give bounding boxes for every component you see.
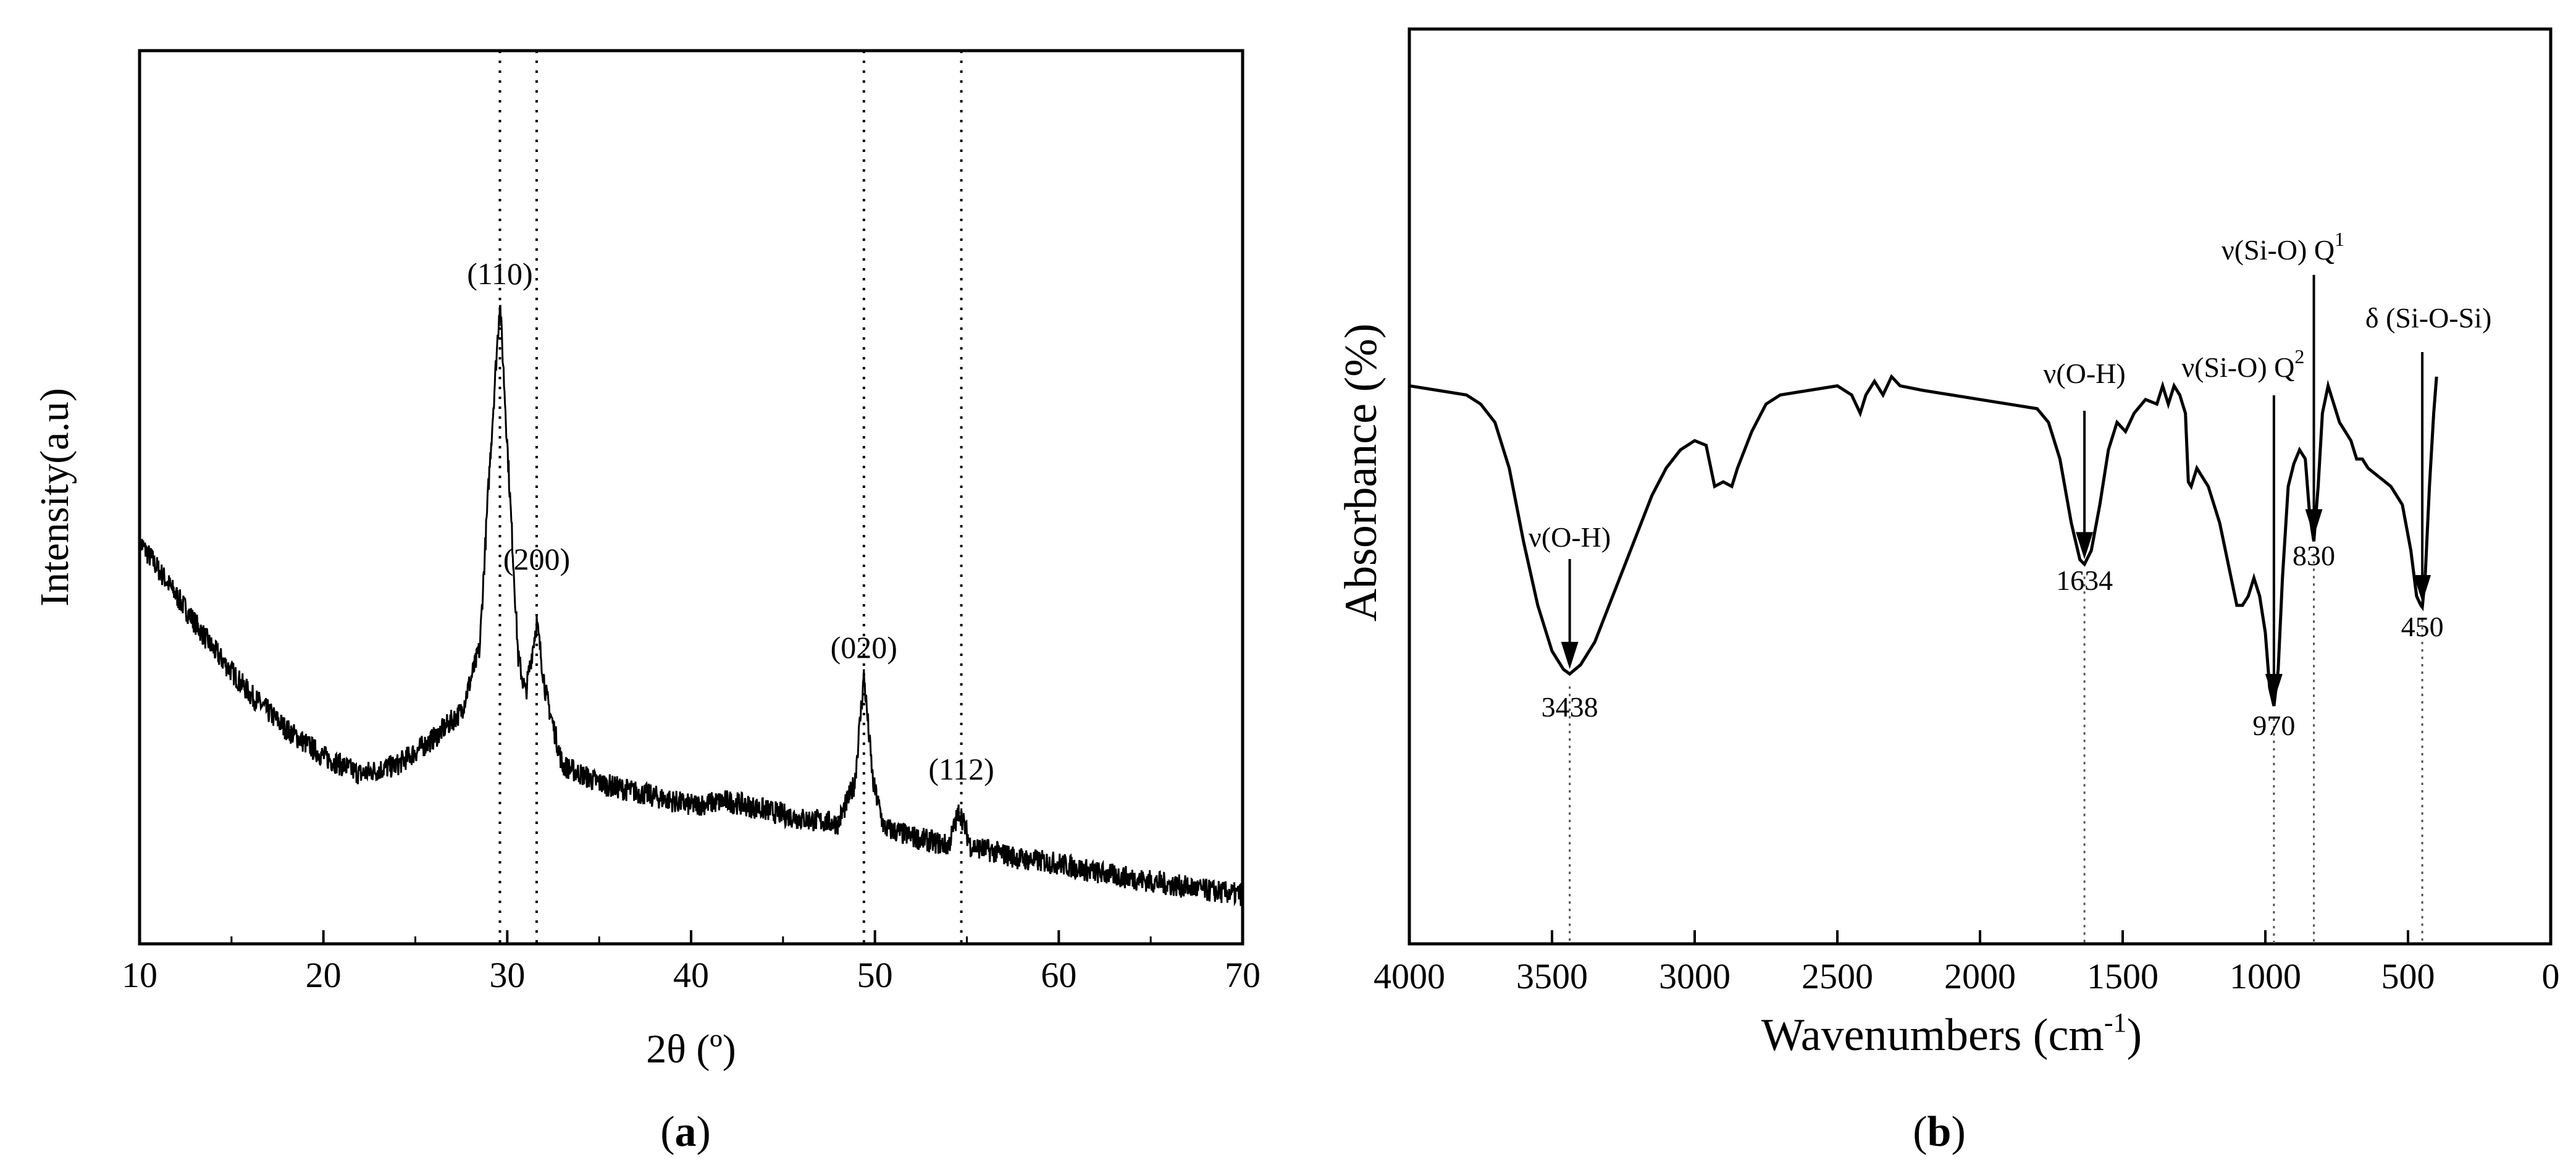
band-assignment-label: ν(O-H) [2043, 358, 2125, 389]
peak-label: (110) [467, 256, 532, 291]
panel-b: 4000 3500 3000 2500 2000 1500 1000 500 0 ν(O-H) 3… [1336, 27, 2560, 1156]
band-label-superscript: 2 [2294, 345, 2304, 368]
x-tick-label: 20 [306, 955, 342, 995]
band-wavenumber-label: 3438 [1542, 691, 1598, 723]
annotation-arrow-head [2305, 509, 2323, 537]
x-tick-label: 3500 [1516, 956, 1588, 996]
x-tick-label: 60 [1041, 955, 1076, 995]
band-assignment-label: δ (Si-O-Si) [2365, 302, 2491, 334]
x-tick-label: 4000 [1374, 956, 1445, 996]
panel-b-x-axis-label-main: Wavenumbers (cm [1761, 1010, 2104, 1061]
band-wavenumber-label: 450 [2401, 611, 2444, 642]
panel-a-reference-lines [498, 51, 963, 944]
panel-a-caption-letter: a [675, 1108, 697, 1156]
peak-label: (200) [503, 542, 570, 576]
panel-a-peak-labels: (110) (200) (020) (112) [467, 256, 994, 786]
panel-a-x-ticks: 10 20 30 40 50 60 70 [122, 930, 1261, 995]
annotation-arrow-head [2076, 532, 2094, 560]
panel-b-x-ticks: 4000 3500 3000 2500 2000 1500 1000 500 0 [1374, 930, 2560, 996]
panel-b-band-annotations: ν(O-H) 3438 ν(O-H) 1634 ν(Si-O) Q2 970 ν(Si-O)… [1529, 228, 2491, 741]
x-tick-label: 70 [1225, 955, 1261, 995]
band-wavenumber-label: 830 [2293, 540, 2335, 571]
panel-a-frame [138, 49, 1244, 946]
annotation-arrow-head [2414, 574, 2431, 602]
band-wavenumber-label: 1634 [2056, 565, 2113, 596]
panel-b-reference-lines [1569, 553, 2423, 944]
x-tick-label: 2000 [1944, 956, 2016, 996]
annotation-arrow-head [2265, 673, 2283, 701]
panel-a-x-axis-label: 2θ (º) [646, 1027, 736, 1072]
panel-a-caption: (a) [660, 1108, 711, 1156]
peak-label: (020) [831, 630, 897, 665]
annotation-arrow-head [1561, 642, 1579, 670]
x-tick-label: 40 [673, 955, 709, 995]
x-tick-label: 1500 [2087, 956, 2159, 996]
panel-b-caption-letter: b [1928, 1108, 1952, 1156]
panel-b-x-axis-label-end: ) [2127, 1010, 2142, 1061]
x-tick-label: 50 [857, 955, 893, 995]
xrd-pattern-line [138, 305, 1244, 907]
panel-a: 10 20 30 40 50 60 70 (110) (200) (020) (112) 2θ (… [32, 49, 1261, 1156]
x-tick-label: 500 [2381, 956, 2435, 996]
panel-b-x-axis-label: Wavenumbers (cm-1) [1761, 1007, 2142, 1061]
x-tick-label: 1000 [2230, 956, 2301, 996]
x-tick-label: 10 [122, 955, 157, 995]
band-assignment-label: ν(Si-O) Q2 [2181, 345, 2304, 383]
x-tick-label: 30 [489, 955, 525, 995]
band-assignment-label: ν(Si-O) Q1 [2221, 228, 2344, 266]
peak-label: (112) [928, 752, 994, 786]
band-wavenumber-label: 970 [2252, 710, 2295, 741]
ftir-spectrum-line [1409, 374, 2438, 707]
panel-b-frame [1408, 27, 2553, 946]
panel-b-y-axis-label: Absorbance (%) [1336, 324, 1387, 622]
x-tick-label: 2500 [1802, 956, 1873, 996]
band-assignment-label: ν(O-H) [1529, 521, 1611, 553]
x-tick-label: 3000 [1659, 956, 1731, 996]
band-label-superscript: 1 [2335, 228, 2344, 250]
panel-b-x-axis-label-sup: -1 [2104, 1007, 2127, 1038]
panel-b-caption: (b) [1913, 1108, 1966, 1156]
x-tick-label: 0 [2542, 956, 2560, 996]
panel-a-y-axis-label: Intensity(a.u) [32, 388, 77, 607]
